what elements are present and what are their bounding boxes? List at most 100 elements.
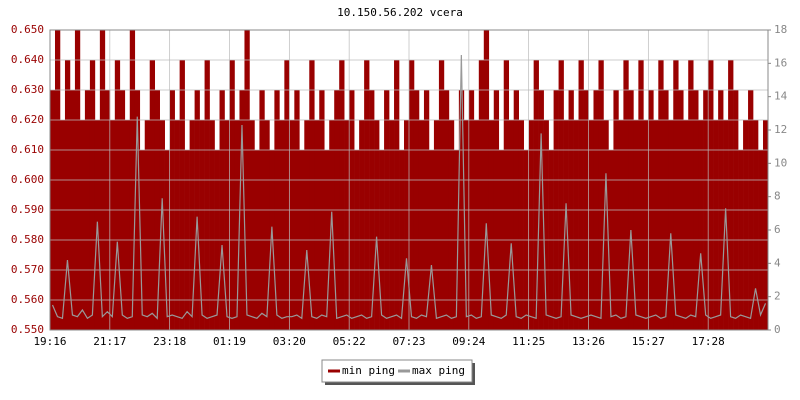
bar: [418, 120, 425, 330]
y2-tick-label: 8: [774, 190, 781, 203]
y2-tick-label: 14: [774, 90, 788, 103]
x-tick-label: 15:27: [632, 335, 665, 348]
y2-tick-label: 6: [774, 223, 781, 236]
bar: [89, 60, 96, 330]
bar: [558, 60, 564, 330]
y-tick-label: 0.600: [11, 173, 44, 186]
bar: [518, 120, 524, 330]
bar: [279, 120, 285, 330]
bar: [284, 60, 290, 330]
bar: [528, 120, 534, 330]
y-tick-label: 0.570: [11, 263, 44, 276]
x-tick-label: 09:24: [452, 335, 485, 348]
x-tick-label: 01:19: [213, 335, 246, 348]
y2-tick-label: 2: [774, 290, 781, 303]
bar: [179, 60, 185, 330]
bar: [359, 120, 365, 330]
bar: [364, 60, 370, 330]
bar: [304, 120, 310, 330]
bar: [638, 60, 644, 330]
bar: [633, 120, 639, 330]
bar: [64, 60, 71, 330]
bar: [189, 120, 195, 330]
y2-tick-label: 16: [774, 56, 787, 69]
bar: [229, 60, 235, 330]
bar: [653, 120, 659, 330]
bar: [643, 120, 649, 330]
x-tick-label: 19:16: [33, 335, 66, 348]
bar: [79, 120, 86, 330]
y2-tick-label: 4: [774, 256, 781, 269]
y-tick-label: 0.610: [11, 143, 44, 156]
y-tick-label: 0.650: [11, 23, 44, 36]
bar: [668, 120, 674, 330]
bar: [533, 60, 539, 330]
bar: [409, 60, 415, 330]
bar: [623, 60, 629, 330]
legend-box: [321, 359, 473, 383]
bar: [438, 60, 445, 330]
bar: [149, 60, 156, 330]
bar: [753, 120, 759, 330]
y2-tick-label: 18: [774, 23, 787, 36]
bar: [389, 120, 395, 330]
y-tick-label: 0.620: [11, 113, 44, 126]
bar: [763, 120, 769, 330]
y-tick-label: 0.550: [11, 323, 44, 336]
y-tick-label: 0.560: [11, 293, 44, 306]
bar: [448, 120, 455, 330]
plot-frame: [49, 29, 769, 331]
bar: [404, 120, 410, 330]
bar: [683, 120, 689, 330]
chart-title: 10.150.56.202 vcera: [337, 6, 463, 19]
x-tick-label: 05:22: [333, 335, 366, 348]
bar: [543, 120, 549, 330]
bar: [394, 60, 400, 330]
x-tick-label: 07:23: [392, 335, 425, 348]
line: [51, 54, 767, 320]
bar: [503, 60, 510, 330]
bar: [698, 120, 704, 330]
bar: [478, 60, 485, 330]
bar: [463, 120, 470, 330]
bar: [618, 120, 624, 330]
bar: [59, 120, 66, 330]
bar: [309, 60, 315, 330]
bar: [159, 120, 165, 330]
y2-tick-label: 0: [774, 323, 781, 336]
y-tick-label: 0.630: [11, 83, 44, 96]
bar: [234, 120, 240, 330]
y-tick-label: 0.580: [11, 233, 44, 246]
legend-label: max ping: [412, 364, 465, 377]
bar: [204, 60, 210, 330]
bar: [264, 120, 270, 330]
y-tick-label: 0.640: [11, 53, 44, 66]
x-tick-label: 23:18: [153, 335, 186, 348]
bar: [433, 120, 440, 330]
x-tick-label: 13:26: [572, 335, 605, 348]
y-tick-label: 0.590: [11, 203, 44, 216]
bar: [374, 120, 380, 330]
bar: [209, 120, 215, 330]
lines: [51, 54, 767, 320]
bar: [588, 120, 594, 330]
bar: [743, 120, 749, 330]
bar: [673, 60, 679, 330]
bar: [249, 120, 255, 330]
bar: [344, 120, 350, 330]
bar: [713, 120, 719, 330]
bar: [289, 120, 295, 330]
bar: [563, 120, 569, 330]
bar: [144, 120, 151, 330]
bar: [314, 120, 320, 330]
bar: [488, 120, 495, 330]
bar: [598, 60, 604, 330]
y2-tick-label: 10: [774, 156, 787, 169]
x-tick-label: 17:28: [692, 335, 725, 348]
bar: [224, 120, 230, 330]
bar: [109, 120, 116, 330]
bar: [728, 60, 734, 330]
bar: [688, 60, 694, 330]
y2-tick-label: 12: [774, 123, 787, 136]
